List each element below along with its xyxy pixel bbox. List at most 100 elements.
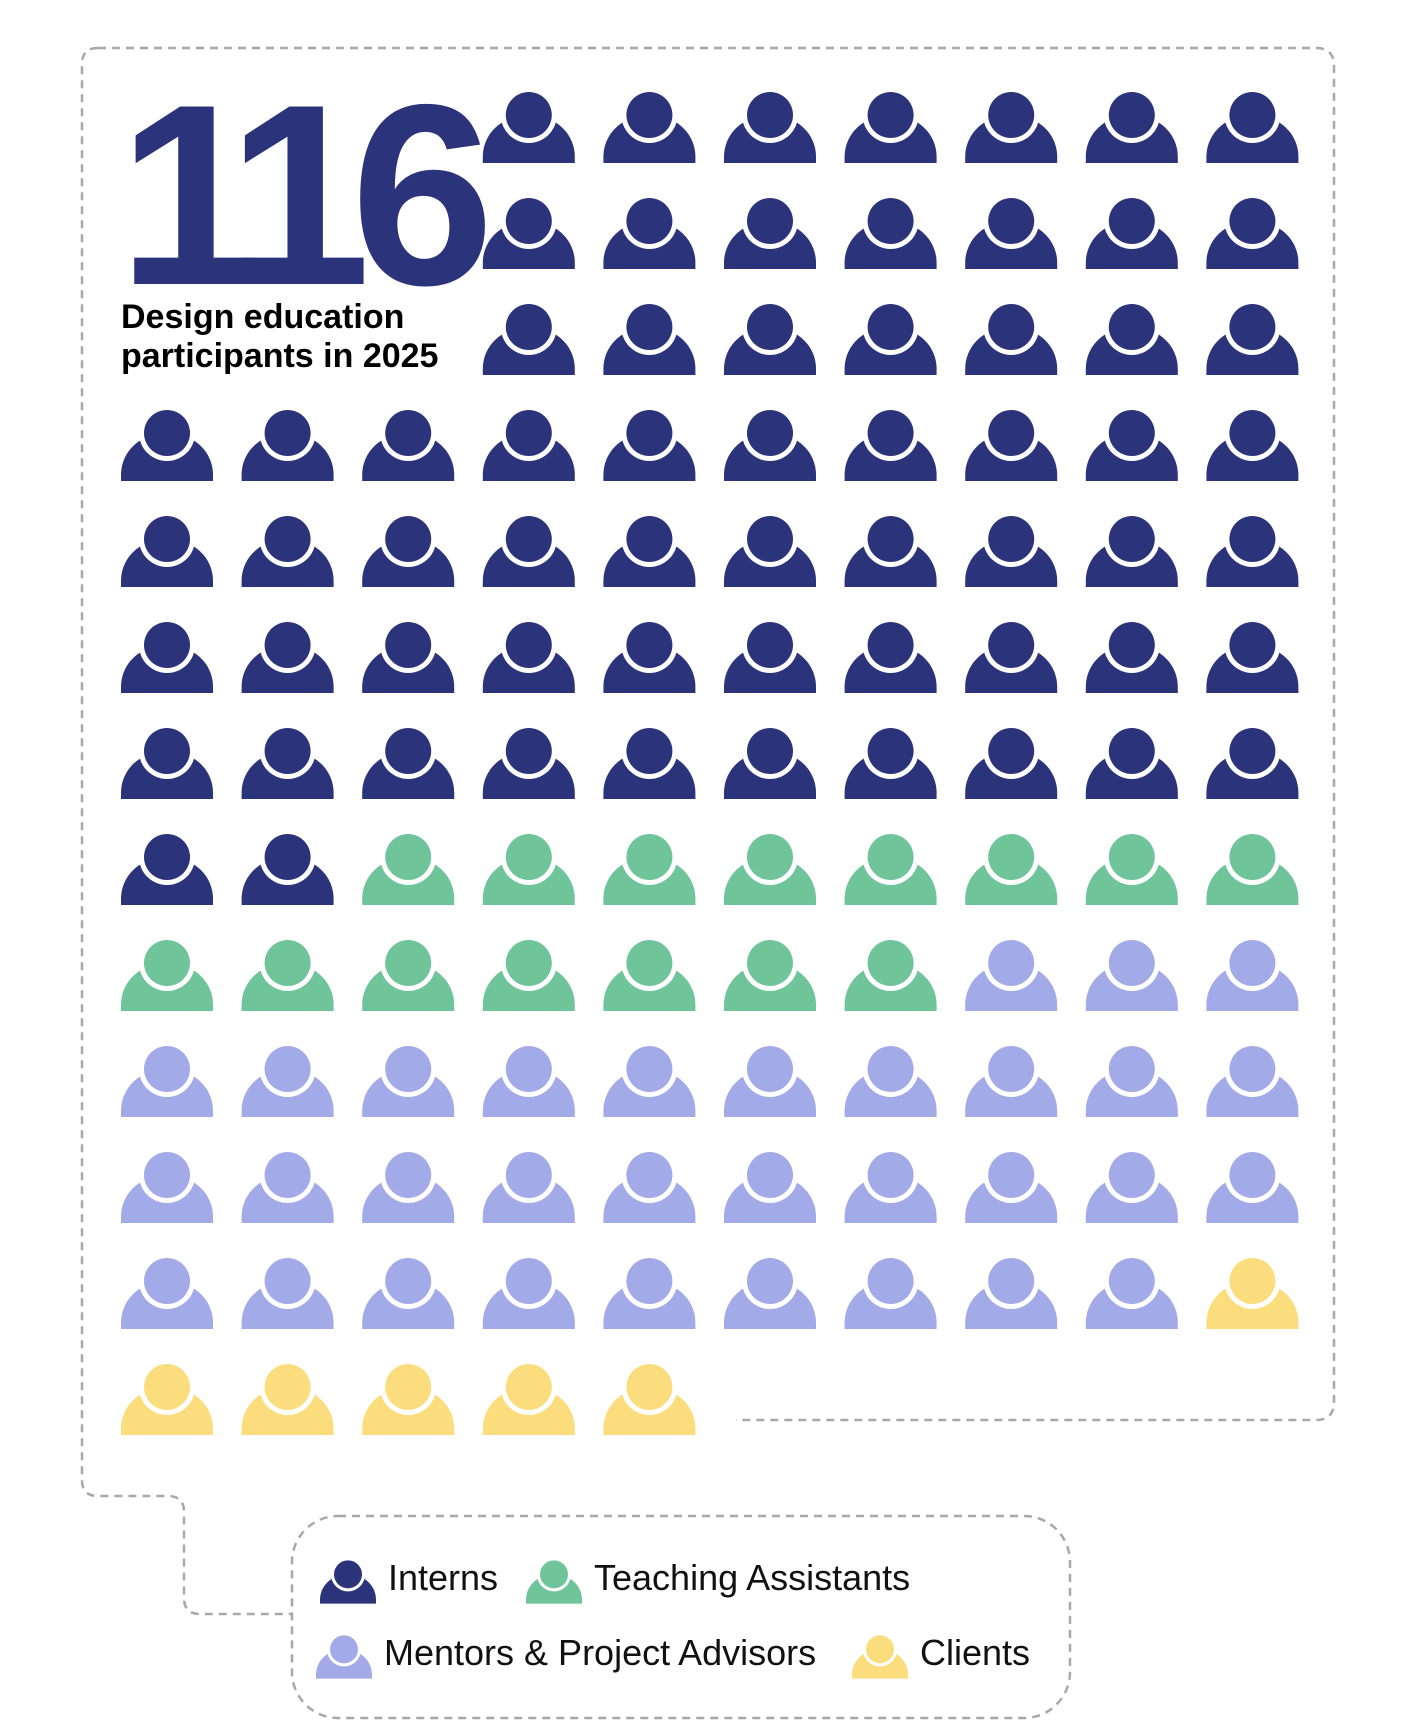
person-icon-teaching-assistants — [1206, 829, 1299, 905]
person-icon-mentors-and-project-advisors — [724, 1041, 816, 1117]
person-icon-interns — [362, 723, 455, 799]
headline-subtitle: Design education participants in 2025 — [121, 298, 439, 375]
person-icon-interns — [965, 299, 1058, 375]
person-icon — [316, 1632, 372, 1679]
person-icon-mentors-and-project-advisors — [603, 1253, 696, 1329]
person-icon-teaching-assistants — [362, 935, 455, 1011]
person-icon-mentors-and-project-advisors — [1085, 1147, 1178, 1223]
person-icon-mentors-and-project-advisors — [724, 1253, 816, 1329]
person-icon-interns — [724, 299, 816, 375]
person-icon-interns — [965, 87, 1058, 163]
person-icon-interns — [844, 617, 937, 693]
person-icon-mentors-and-project-advisors — [1085, 935, 1178, 1011]
person-icon-mentors-and-project-advisors — [482, 1147, 575, 1223]
person-icon-interns — [1085, 193, 1178, 269]
legend-swatch-clients — [852, 1632, 908, 1679]
legend-label-interns: Interns — [388, 1557, 499, 1598]
legend-swatch-interns — [320, 1557, 376, 1604]
person-icon-teaching-assistants — [603, 829, 696, 905]
person-icon-interns — [1206, 511, 1299, 587]
legend-label-clients: Clients — [920, 1632, 1031, 1673]
person-icon — [852, 1632, 908, 1679]
person-icon-mentors-and-project-advisors — [965, 1147, 1058, 1223]
person-icon-interns — [482, 299, 575, 375]
person-icon-clients — [362, 1359, 455, 1435]
person-icon-interns — [603, 617, 696, 693]
person-icon-mentors-and-project-advisors — [1085, 1253, 1178, 1329]
person-icon-mentors-and-project-advisors — [241, 1253, 334, 1329]
legend-label-teaching-assistants: Teaching Assistants — [594, 1557, 911, 1598]
person-icon-interns — [1206, 723, 1299, 799]
person-icon-mentors-and-project-advisors — [1206, 1147, 1299, 1223]
person-icon-clients — [121, 1359, 213, 1435]
person-icon-mentors-and-project-advisors — [121, 1147, 213, 1223]
person-icon-interns — [844, 299, 937, 375]
person-icon-interns — [1206, 617, 1299, 693]
person-icon-interns — [724, 511, 816, 587]
person-icon-mentors-and-project-advisors — [844, 1253, 937, 1329]
legend-item-mentors: Mentors & Project Advisors — [316, 1623, 816, 1683]
person-icon-interns — [121, 617, 213, 693]
person-icon-interns — [1085, 405, 1178, 481]
person-icon-clients — [1206, 1253, 1299, 1329]
person-icon — [320, 1557, 376, 1604]
person-icon-interns — [844, 511, 937, 587]
person-icon-teaching-assistants — [482, 935, 575, 1011]
person-icon-teaching-assistants — [724, 935, 816, 1011]
person-icon-mentors-and-project-advisors — [362, 1041, 455, 1117]
person-icon — [526, 1557, 582, 1604]
person-icon-interns — [1085, 87, 1178, 163]
person-icon-interns — [1206, 405, 1299, 481]
person-icon-mentors-and-project-advisors — [1206, 935, 1299, 1011]
legend-swatch-mentors — [316, 1632, 372, 1679]
person-icon-clients — [603, 1359, 696, 1435]
person-icon-mentors-and-project-advisors — [241, 1147, 334, 1223]
legend-item-teaching-assistants: Teaching Assistants — [526, 1548, 910, 1608]
person-icon-interns — [241, 511, 334, 587]
person-icon-interns — [965, 405, 1058, 481]
person-icon-interns — [1206, 87, 1299, 163]
person-icon-mentors-and-project-advisors — [965, 935, 1058, 1011]
person-icon-interns — [603, 193, 696, 269]
person-icon-interns — [965, 723, 1058, 799]
person-icon-interns — [121, 405, 213, 481]
person-icon-interns — [482, 405, 575, 481]
person-icon-mentors-and-project-advisors — [362, 1253, 455, 1329]
person-icon-interns — [482, 723, 575, 799]
person-icon-teaching-assistants — [603, 935, 696, 1011]
person-icon-interns — [1085, 723, 1178, 799]
person-icon-interns — [482, 511, 575, 587]
person-icon-mentors-and-project-advisors — [724, 1147, 816, 1223]
person-icon-interns — [844, 193, 937, 269]
person-icon-interns — [965, 511, 1058, 587]
person-icon-interns — [1085, 299, 1178, 375]
person-icon-interns — [1206, 193, 1299, 269]
person-icon-interns — [603, 511, 696, 587]
person-icon-teaching-assistants — [844, 935, 937, 1011]
person-icon-teaching-assistants — [362, 829, 455, 905]
person-icon-interns — [241, 405, 334, 481]
person-icon-interns — [241, 829, 334, 905]
person-icon-interns — [1085, 511, 1178, 587]
person-icon-interns — [965, 617, 1058, 693]
person-icon-mentors-and-project-advisors — [121, 1041, 213, 1117]
person-icon-interns — [844, 405, 937, 481]
person-icon-teaching-assistants — [121, 935, 213, 1011]
person-icon-mentors-and-project-advisors — [965, 1041, 1058, 1117]
frame-connector — [80, 46, 292, 1616]
person-icon-interns — [965, 193, 1058, 269]
person-icon-interns — [603, 723, 696, 799]
person-icon-interns — [603, 299, 696, 375]
legend-label-mentors: Mentors & Project Advisors — [384, 1632, 817, 1673]
person-icon-mentors-and-project-advisors — [482, 1041, 575, 1117]
person-icon-interns — [844, 87, 937, 163]
person-icon-interns — [724, 87, 816, 163]
legend-frame — [290, 1514, 1072, 1720]
person-icon-interns — [241, 617, 334, 693]
person-icon-teaching-assistants — [724, 829, 816, 905]
person-icon-teaching-assistants — [965, 829, 1058, 905]
person-icon-mentors-and-project-advisors — [603, 1041, 696, 1117]
person-icon-interns — [121, 723, 213, 799]
person-icon-interns — [1085, 617, 1178, 693]
